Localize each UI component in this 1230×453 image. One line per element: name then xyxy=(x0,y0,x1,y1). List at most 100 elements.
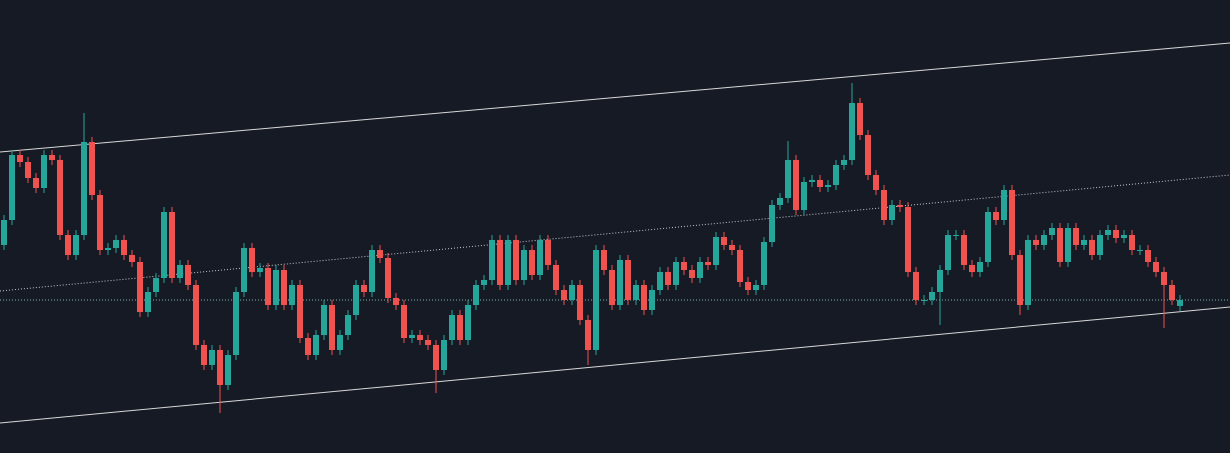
candle-body xyxy=(393,298,399,305)
candle-body xyxy=(321,305,327,335)
candle-body xyxy=(897,205,903,207)
candle-body xyxy=(305,338,311,355)
candle-body xyxy=(449,315,455,340)
candle-body xyxy=(313,335,319,355)
candle-body xyxy=(561,290,567,300)
candle-body xyxy=(249,248,255,272)
candle-body xyxy=(49,155,55,160)
candle-body xyxy=(441,340,447,370)
candle-body xyxy=(241,248,247,292)
candle-body xyxy=(1129,235,1135,250)
candle-body xyxy=(577,285,583,320)
candle-body xyxy=(281,270,287,305)
candle-body xyxy=(481,280,487,285)
candle-body xyxy=(849,103,855,160)
candle-body xyxy=(153,278,159,292)
candle-body xyxy=(505,240,511,285)
candle-body xyxy=(1161,272,1167,285)
candle-body xyxy=(777,198,783,205)
candle-body xyxy=(217,350,223,385)
candle-body xyxy=(993,212,999,220)
candle-body xyxy=(385,258,391,298)
candle-body xyxy=(673,262,679,285)
candle-body xyxy=(929,292,935,300)
candle-body xyxy=(657,272,663,290)
candle-body xyxy=(129,255,135,262)
candle-body xyxy=(65,235,71,255)
candle-body xyxy=(337,335,343,350)
candle-body xyxy=(489,240,495,280)
candle-body xyxy=(137,262,143,312)
candle-body xyxy=(1137,250,1143,251)
candle-body xyxy=(529,250,535,275)
candle-body xyxy=(705,262,711,265)
candle-body xyxy=(401,305,407,338)
candle-body xyxy=(433,345,439,370)
candle-body xyxy=(881,190,887,220)
candle-body xyxy=(201,345,207,365)
candle-body xyxy=(457,315,463,340)
candle-body xyxy=(737,250,743,282)
candle-body xyxy=(1153,262,1159,272)
candle-body xyxy=(889,205,895,220)
trendline xyxy=(0,306,1230,424)
candle-body xyxy=(169,212,175,278)
candle-body xyxy=(721,237,727,245)
candle-body xyxy=(769,205,775,242)
candle-body xyxy=(289,285,295,305)
candle-body xyxy=(161,212,167,278)
candle-body xyxy=(1073,228,1079,245)
candle-body xyxy=(513,240,519,280)
candle-body xyxy=(713,237,719,265)
candle-body xyxy=(105,248,111,250)
candle-body xyxy=(297,285,303,338)
candle-body xyxy=(761,242,767,285)
candle-body xyxy=(97,195,103,250)
candle-body xyxy=(641,285,647,310)
candle-body xyxy=(689,270,695,278)
candle-body xyxy=(905,207,911,272)
candle-body xyxy=(801,182,807,210)
candle-body xyxy=(1033,240,1039,245)
candle-body xyxy=(425,340,431,345)
candle-body xyxy=(73,235,79,255)
candle-body xyxy=(209,350,215,365)
candle-body xyxy=(633,285,639,300)
candle-body xyxy=(553,265,559,290)
candle-body xyxy=(273,270,279,305)
candle-body xyxy=(1105,230,1111,235)
candle-body xyxy=(9,155,15,220)
candle-body xyxy=(569,285,575,300)
candle-body xyxy=(377,250,383,258)
candle-body xyxy=(1009,190,1015,255)
candle-body xyxy=(1041,235,1047,245)
candle-body xyxy=(937,270,943,292)
candle-body xyxy=(1017,255,1023,305)
candle-body xyxy=(257,268,263,272)
candle-body xyxy=(1065,228,1071,262)
candle-body xyxy=(113,240,119,248)
candle-body xyxy=(545,240,551,265)
candle-body xyxy=(1081,240,1087,245)
candle-body xyxy=(497,240,503,285)
candle-body xyxy=(1145,250,1151,262)
candle-body xyxy=(825,185,831,187)
candle-body xyxy=(225,355,231,385)
candle-body xyxy=(57,160,63,235)
trendline xyxy=(0,42,1230,153)
candle-body xyxy=(609,270,615,305)
candle-body xyxy=(345,315,351,335)
candle-body xyxy=(121,240,127,255)
candle-body xyxy=(1,220,7,245)
candle-body xyxy=(417,335,423,340)
candle-body xyxy=(985,212,991,262)
candle-body xyxy=(1113,230,1119,238)
candle-body xyxy=(1121,235,1127,238)
candle-body xyxy=(745,282,751,290)
candle-body xyxy=(1049,228,1055,235)
candle-body xyxy=(593,250,599,350)
candle-body xyxy=(185,265,191,285)
